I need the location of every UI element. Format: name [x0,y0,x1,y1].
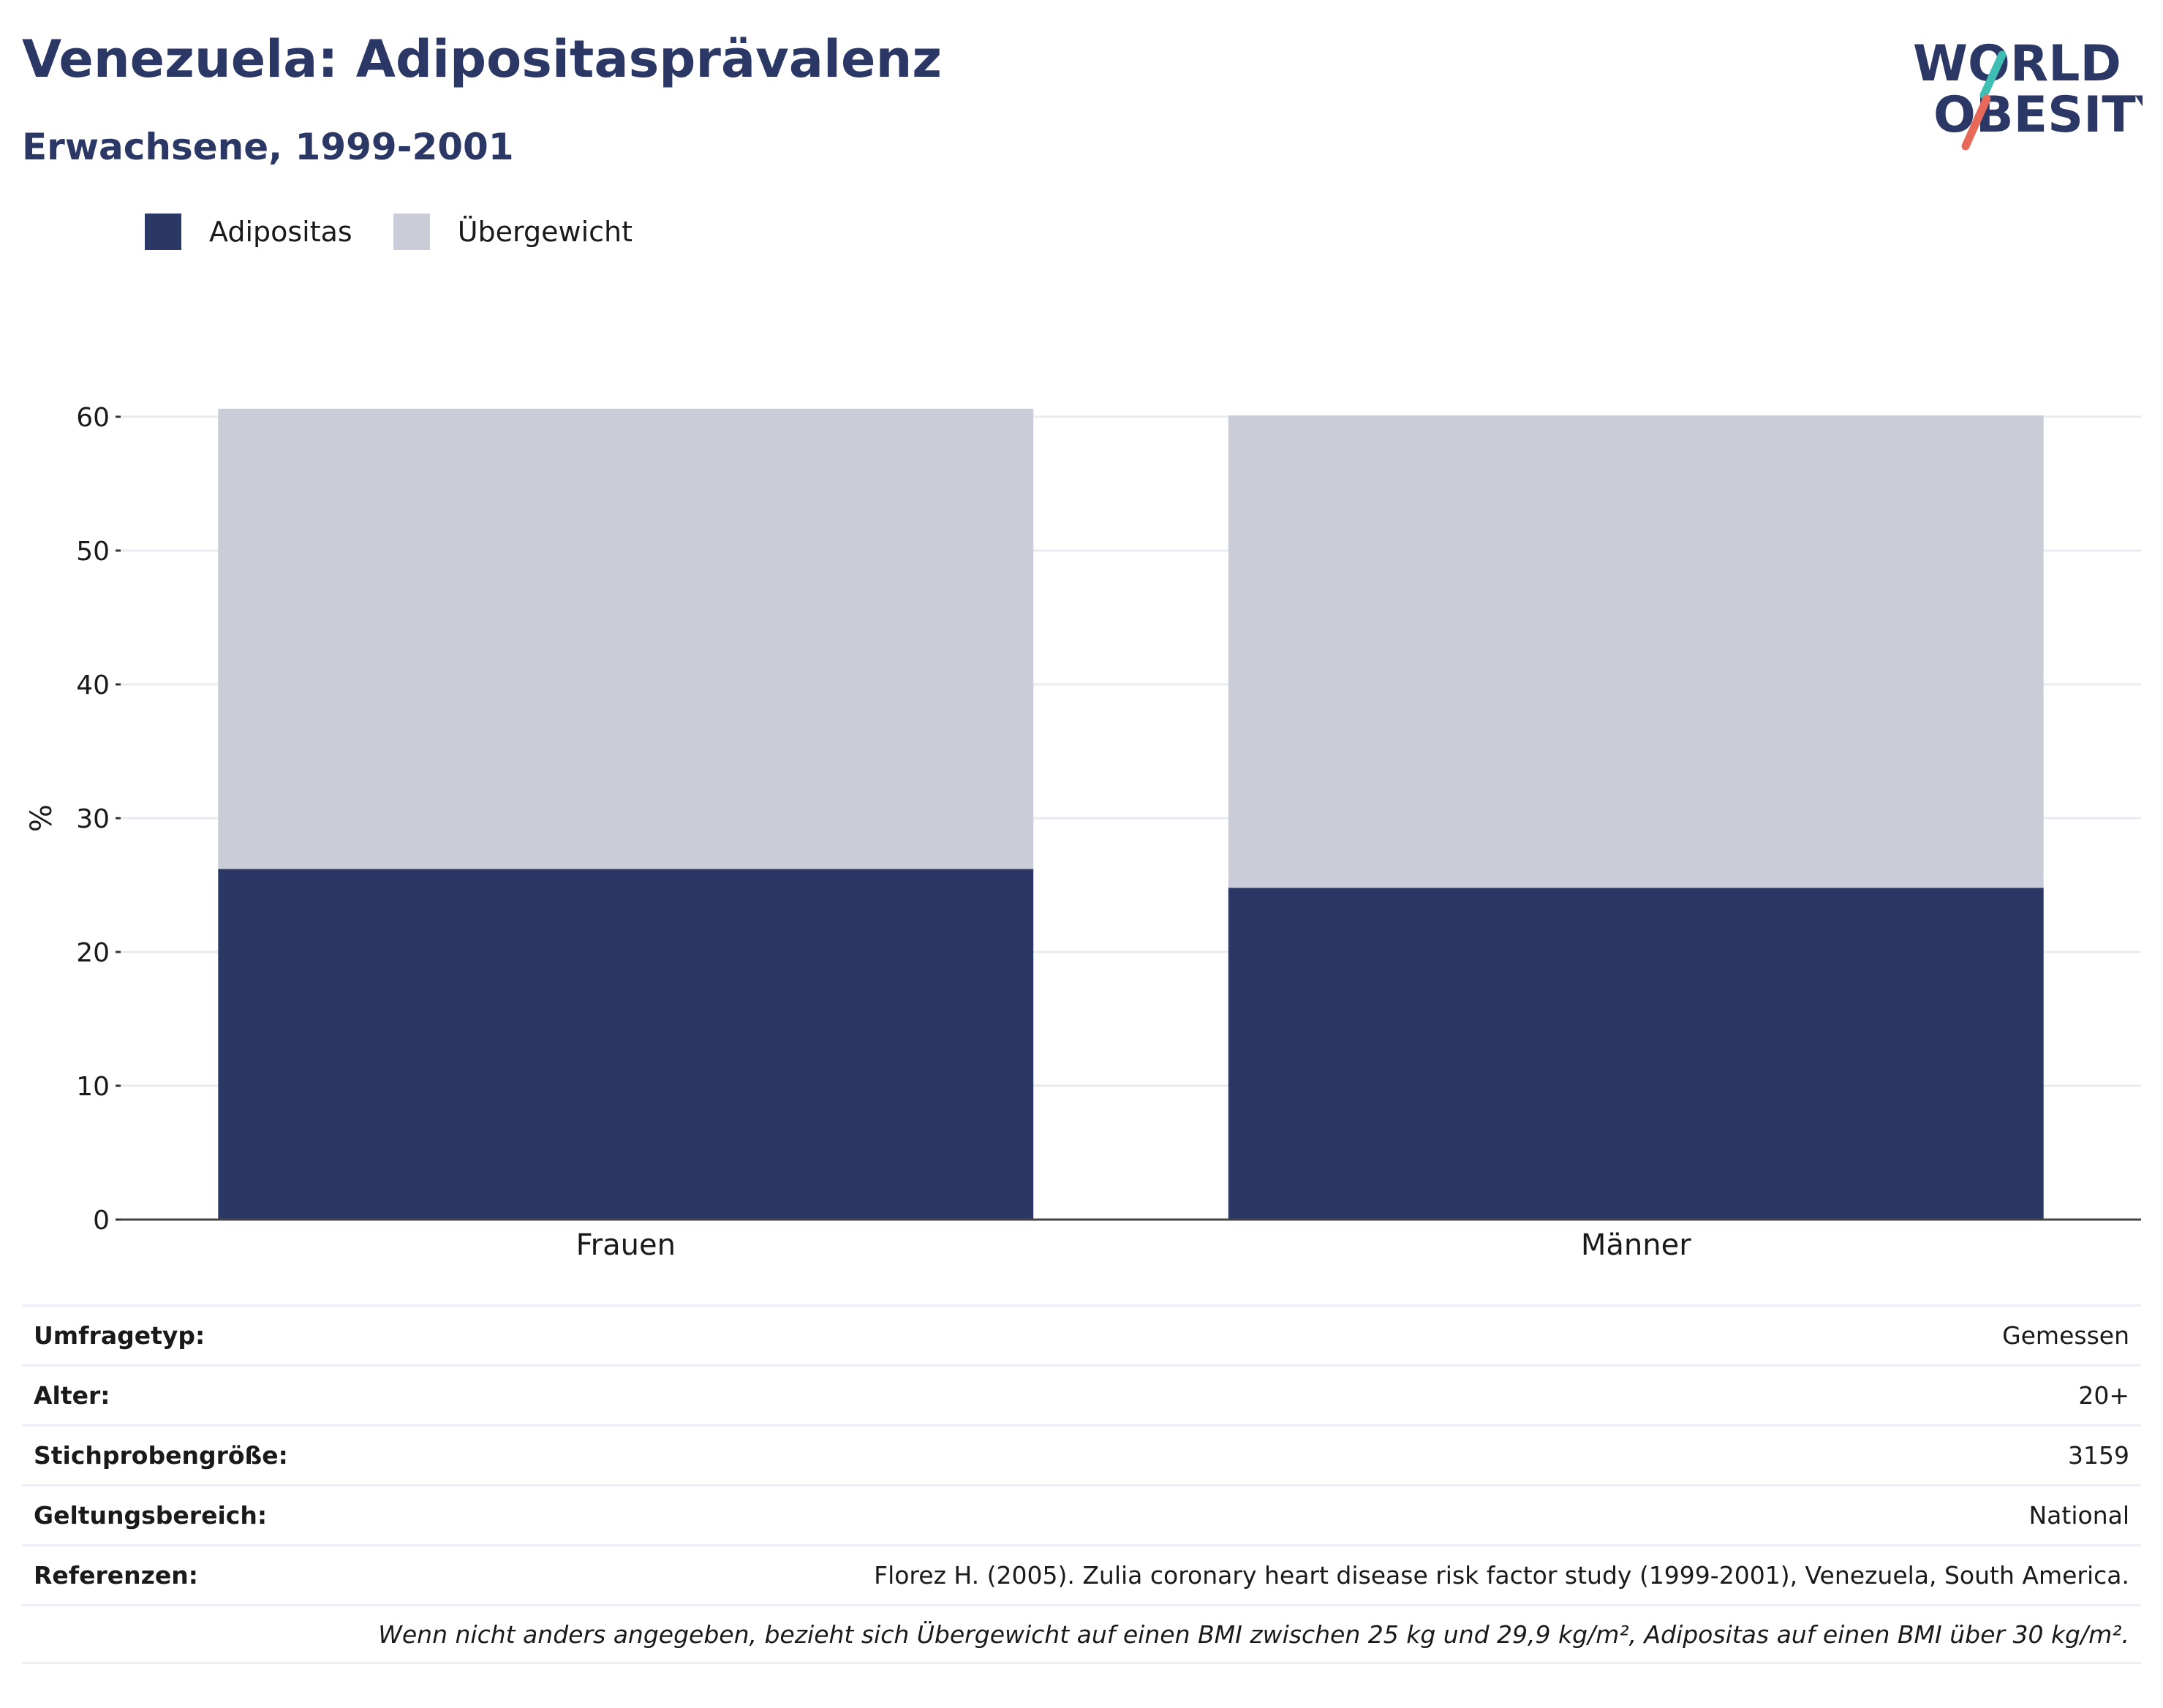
legend-swatch-overweight [393,214,430,250]
info-label: Referenzen: [34,1561,198,1590]
info-label: Geltungsbereich: [34,1501,268,1530]
y-tick-label: 10 [76,1072,110,1102]
info-value: Gemessen [2002,1321,2129,1350]
info-row-sample-size: Stichprobengröße: 3159 [22,1424,2141,1484]
y-tick-label: 40 [76,670,110,700]
info-row-age: Alter: 20+ [22,1364,2141,1424]
info-row-references: Referenzen: Florez H. (2005). Zulia coro… [22,1544,2141,1604]
y-tick-label: 30 [76,804,110,834]
y-tick-label: 0 [93,1206,110,1236]
page-title: Venezuela: Adipositasprävalenz [22,29,943,89]
bar-obesity [1228,888,2044,1220]
logo-slash-coral [1961,94,1991,151]
y-tick-label: 50 [76,537,110,567]
info-footnote: Wenn nicht anders angegeben, bezieht sic… [22,1604,2141,1664]
y-tick-label: 20 [76,938,110,968]
info-row-survey-type: Umfragetyp: Gemessen [22,1304,2141,1364]
logo-slash-teal [1979,50,2007,99]
info-label: Alter: [34,1381,110,1410]
info-value: National [2028,1501,2129,1530]
world-obesity-logo: WORLD OBESITY [1913,35,2143,151]
legend-swatch-obesity [145,214,181,250]
chart-legend: Adipositas Übergewicht [145,214,673,250]
info-label: Stichprobengröße: [34,1441,288,1470]
info-value: Florez H. (2005). Zulia coronary heart d… [874,1561,2129,1590]
info-label: Umfragetyp: [34,1321,205,1350]
legend-label-overweight: Übergewicht [457,216,633,248]
info-value: 20+ [2078,1381,2129,1410]
x-tick-label: Frauen [576,1228,676,1262]
y-axis-label: % [25,804,58,832]
stacked-bar-chart: 0 10 20 30 40 50 60% Frauen Männer [25,403,2141,1262]
x-tick-label: Männer [1581,1228,1691,1262]
info-row-scope: Geltungsbereich: National [22,1484,2141,1544]
page-subtitle: Erwachsene, 1999-2001 [22,126,514,168]
logo-word-world: WORLD [1913,35,2121,93]
bar-overweight [1228,415,2044,888]
info-table: Umfragetyp: Gemessen Alter: 20+ Stichpro… [22,1304,2141,1664]
info-value: 3159 [2068,1441,2129,1470]
bar-obesity [218,869,1034,1220]
legend-label-obesity: Adipositas [209,216,352,248]
y-tick-label: 60 [76,403,110,433]
footnote-text: Wenn nicht anders angegeben, bezieht sic… [378,1620,2129,1649]
bar-overweight [218,409,1034,869]
